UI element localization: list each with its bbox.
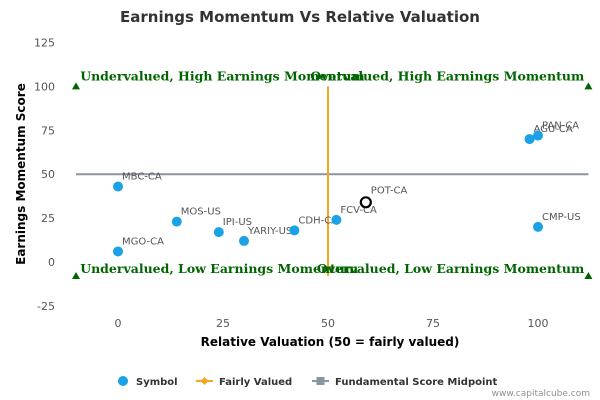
data-point[interactable] xyxy=(213,227,224,238)
quadrant-label-bottom-right: Overvalued, Low Earnings Momentum xyxy=(317,261,584,276)
legend-midpoint-marker xyxy=(316,377,325,385)
y-axis-title: Earnings Momentum Score xyxy=(14,83,28,265)
data-point[interactable] xyxy=(533,130,543,141)
y-tick-label: -25 xyxy=(37,300,55,313)
x-tick-label: 25 xyxy=(216,317,230,330)
data-point-label: AGU-CA xyxy=(534,124,573,135)
legend-symbol-marker xyxy=(118,376,128,386)
y-tick-label: 0 xyxy=(48,256,55,269)
highlight-point[interactable] xyxy=(359,196,372,209)
y-tick-label: 75 xyxy=(41,124,55,137)
data-point[interactable] xyxy=(171,216,182,227)
data-point[interactable] xyxy=(239,235,249,246)
y-tick-label: 100 xyxy=(34,80,55,93)
corner-triangle-icon xyxy=(72,272,80,280)
legend-fairly-valued-marker xyxy=(200,377,209,385)
data-point-label: MBC-CA xyxy=(122,171,162,182)
y-tick-label: 25 xyxy=(41,212,55,225)
plot-area: -25 0 25 50 75 100 125 0 25 50 75 100 Undervalued, H… xyxy=(34,37,593,330)
data-point-label: YARIY-US xyxy=(247,226,292,237)
data-point-label: CDH-CA xyxy=(298,215,338,226)
legend-fairly-valued-label: Fairly Valued xyxy=(219,377,292,388)
x-tick-label: 50 xyxy=(321,317,335,330)
data-point-label: CMP-US xyxy=(542,212,581,223)
data-point[interactable] xyxy=(289,225,300,236)
chart-title: Earnings Momentum Vs Relative Valuation xyxy=(120,8,480,26)
data-point-label: MOS-US xyxy=(181,207,221,218)
data-point-label: IPI-US xyxy=(223,217,252,228)
legend-symbol-label: Symbol xyxy=(136,377,178,388)
data-point[interactable] xyxy=(533,221,543,232)
x-tick-label: 0 xyxy=(115,317,122,330)
quadrant-label-bottom-left: Undervalued, Low Earnings Momentum xyxy=(80,261,358,276)
y-tick-label: 50 xyxy=(41,168,55,181)
credit-text: www.capitalcube.com xyxy=(492,389,590,399)
corner-triangle-icon xyxy=(584,82,593,90)
quadrant-label-top-right: Overvalued, High Earnings Momentum xyxy=(310,68,584,83)
quadrant-label-top-left: Undervalued, High Earnings Momentum xyxy=(80,68,364,83)
x-tick-label: 75 xyxy=(426,317,440,330)
data-point-label: MGO-CA xyxy=(122,236,164,247)
data-point[interactable] xyxy=(524,134,535,145)
legend-midpoint-label: Fundamental Score Midpoint xyxy=(335,377,498,388)
corner-triangle-icon xyxy=(72,82,80,90)
highlight-point-label: POT-CA xyxy=(371,185,408,196)
y-tick-label: 125 xyxy=(34,37,55,50)
data-point-label: PAN-CA xyxy=(542,121,579,132)
x-axis-title: Relative Valuation (50 = fairly valued) xyxy=(201,335,460,349)
corner-triangle-icon xyxy=(584,272,593,280)
data-point[interactable] xyxy=(113,181,123,192)
data-point[interactable] xyxy=(113,246,123,257)
x-tick-label: 100 xyxy=(528,317,549,330)
legend[interactable]: Symbol Fairly Valued Fundamental Score Mid… xyxy=(118,376,498,388)
data-point-label: FCV-CA xyxy=(340,205,377,216)
data-point[interactable] xyxy=(331,214,342,225)
